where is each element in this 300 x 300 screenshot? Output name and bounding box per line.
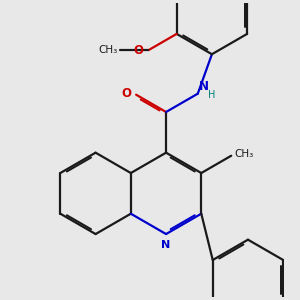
Text: CH₃: CH₃ bbox=[235, 148, 254, 159]
Text: O: O bbox=[122, 87, 132, 100]
Text: CH₃: CH₃ bbox=[99, 45, 118, 55]
Text: N: N bbox=[199, 80, 209, 93]
Text: O: O bbox=[133, 44, 143, 57]
Text: H: H bbox=[208, 90, 216, 100]
Text: N: N bbox=[161, 240, 171, 250]
